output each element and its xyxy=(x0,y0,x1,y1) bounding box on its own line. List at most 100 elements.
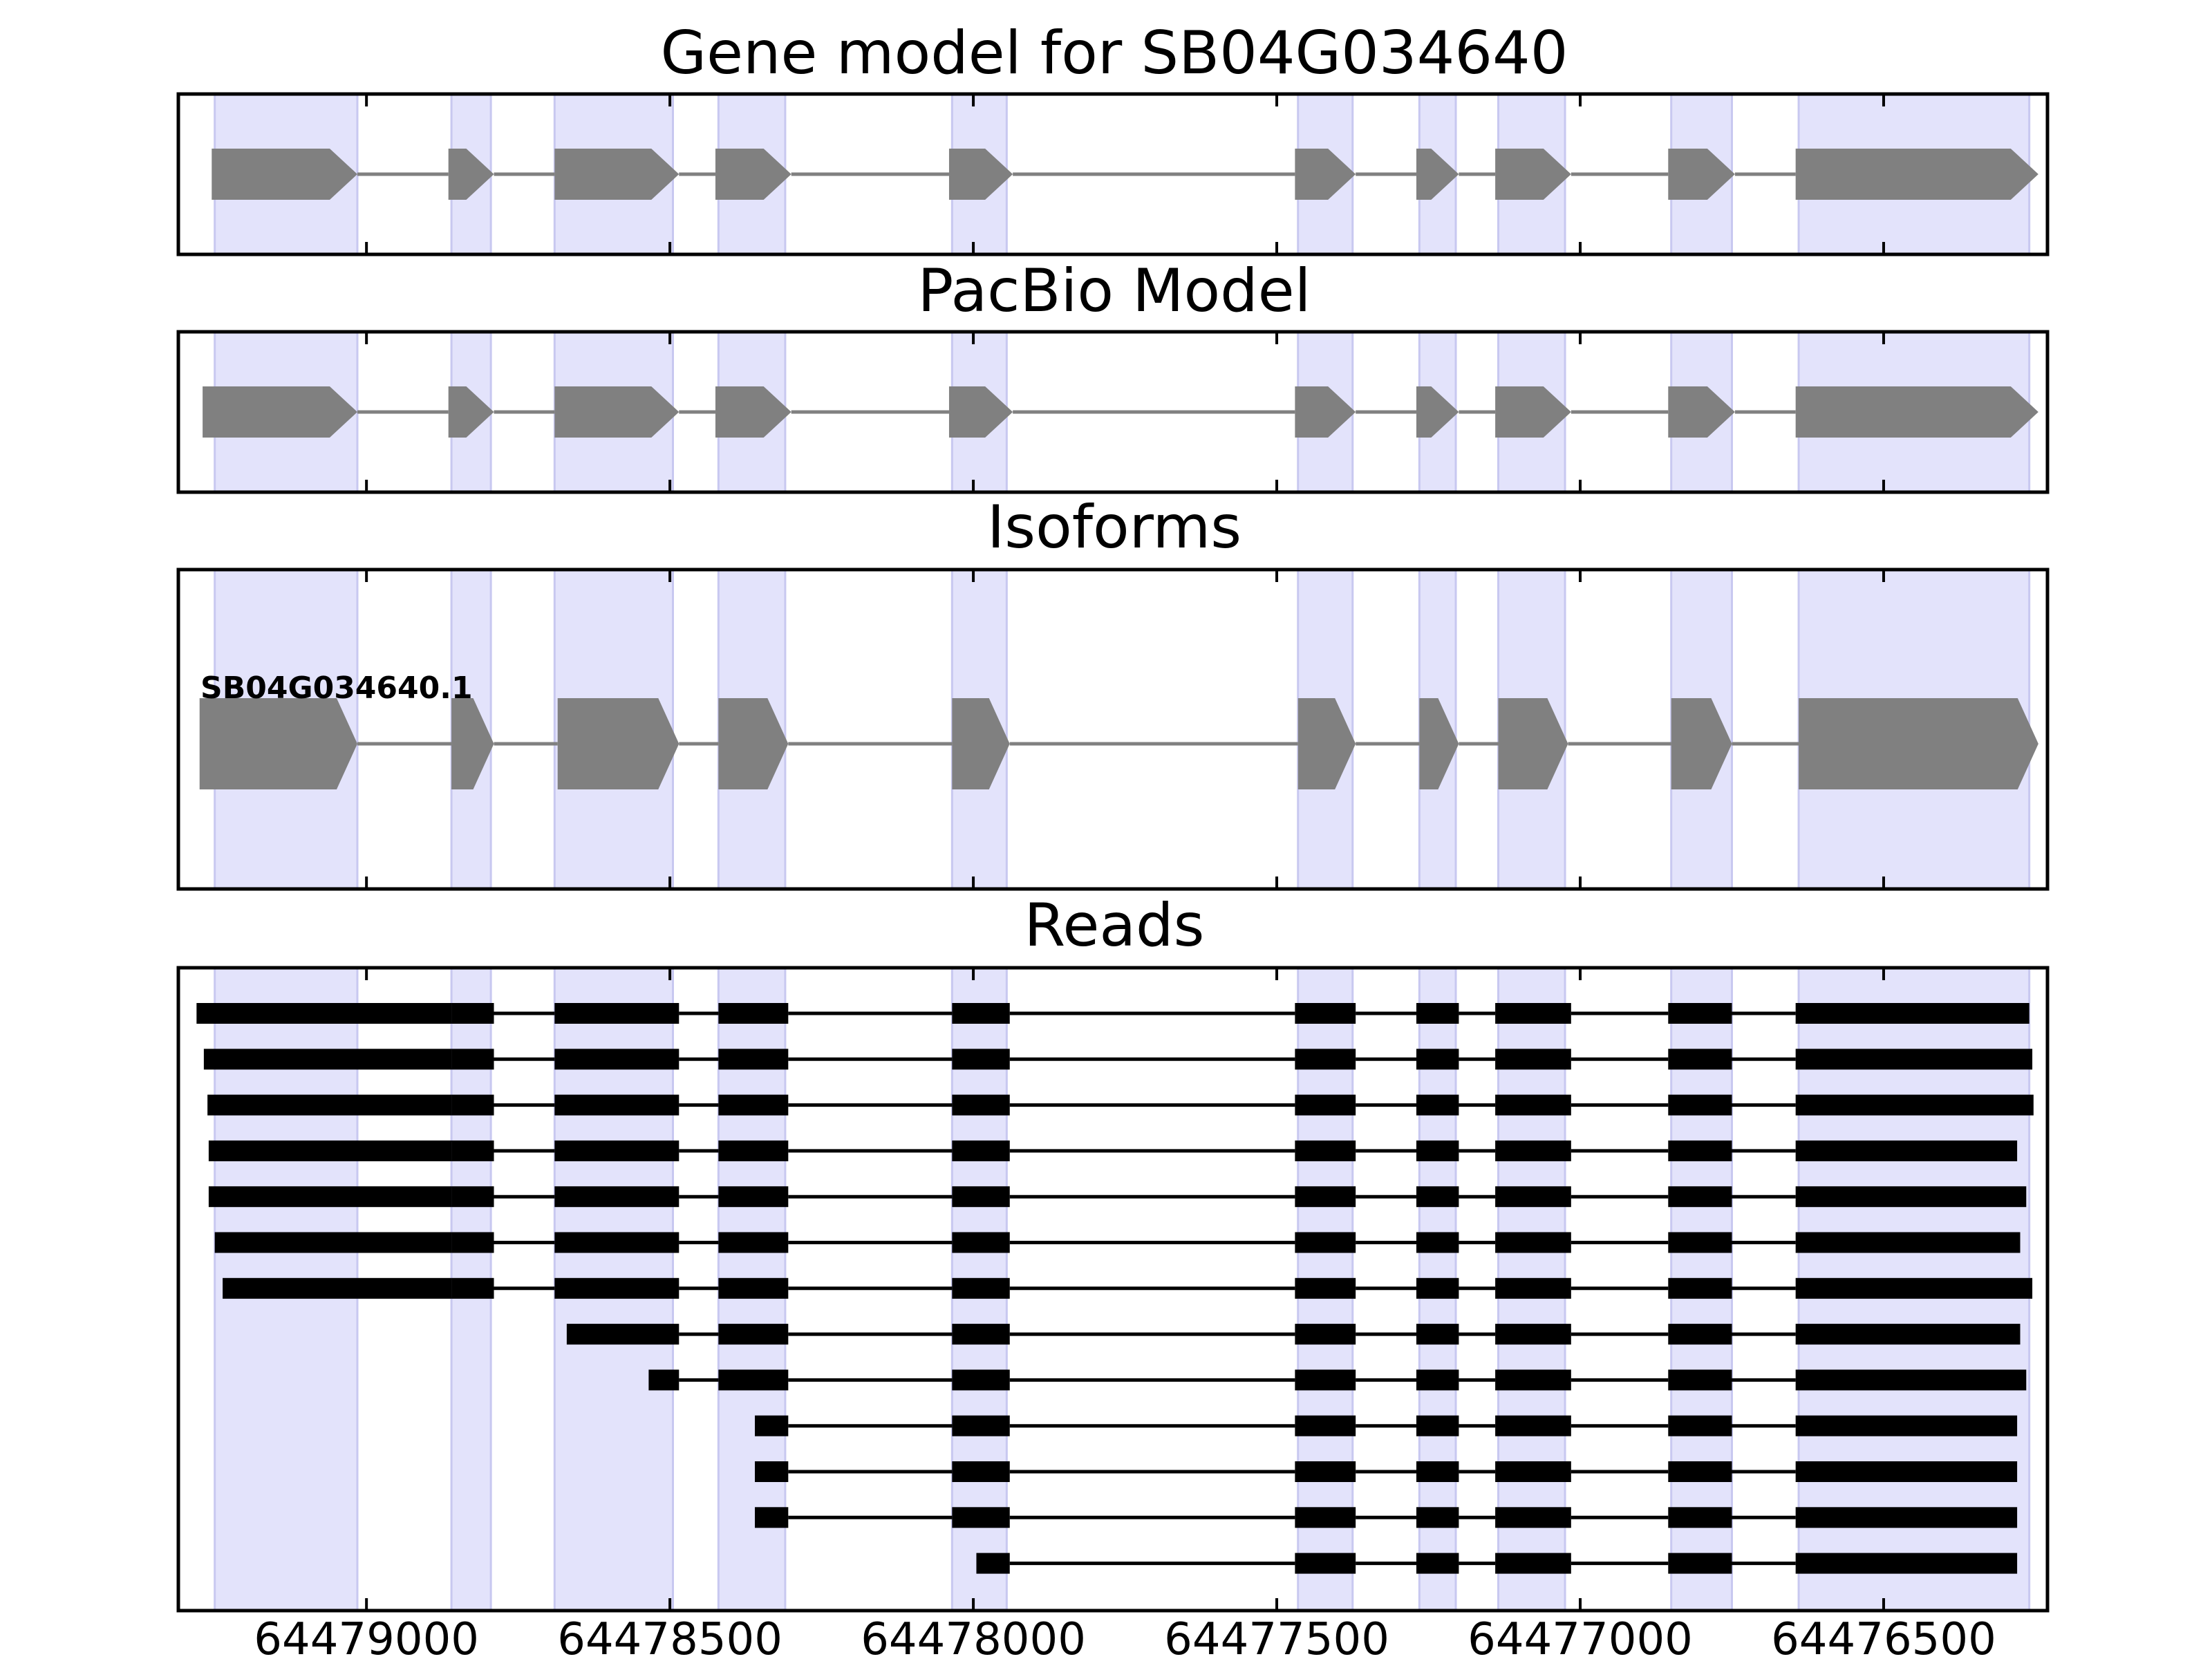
read-exon-block xyxy=(1295,1094,1356,1116)
read-exon-block xyxy=(1416,1461,1459,1482)
read-exon-block xyxy=(952,1232,1010,1253)
read-exon-block xyxy=(952,1186,1010,1208)
read-exon-block xyxy=(1668,1140,1732,1161)
read-exon-block xyxy=(1495,1324,1571,1345)
read-exon-block xyxy=(208,1186,452,1208)
reads-panel xyxy=(176,966,2050,1613)
exon-block xyxy=(448,149,494,200)
read-exon-block xyxy=(1495,1003,1571,1024)
read-exon-block xyxy=(451,1140,494,1161)
read-exon-block xyxy=(718,1049,789,1070)
read-exon-block xyxy=(1668,1186,1732,1208)
read-exon-block xyxy=(718,1369,789,1391)
read-exon-block xyxy=(1668,1553,1732,1574)
read-exon-block xyxy=(952,1507,1010,1528)
read-exon-block xyxy=(196,1003,452,1024)
read-exon-block xyxy=(1416,1324,1459,1345)
read-exon-block xyxy=(1295,1186,1356,1208)
exon-block xyxy=(1295,386,1356,438)
panel-title-isoforms: Isoforms xyxy=(987,493,1241,562)
read-exon-block xyxy=(1495,1232,1571,1253)
read-exon-block xyxy=(214,1232,452,1253)
read-exon-block xyxy=(1295,1232,1356,1253)
read-exon-block xyxy=(1668,1232,1732,1253)
read-exon-block xyxy=(1795,1049,2033,1070)
read-exon-block xyxy=(1795,1553,2018,1574)
read-exon-block xyxy=(718,1003,789,1024)
read-exon-block xyxy=(451,1094,494,1116)
read-exon-block xyxy=(718,1277,789,1299)
read-exon-block xyxy=(1668,1461,1732,1482)
read-exon-block xyxy=(1668,1324,1732,1345)
read-exon-block xyxy=(1295,1003,1356,1024)
read-exon-block xyxy=(451,1186,494,1208)
isoforms-panel: SB04G034640.1 xyxy=(176,568,2050,891)
read-exon-block xyxy=(1416,1049,1459,1070)
read-exon-block xyxy=(718,1094,789,1116)
read-exon-block xyxy=(718,1324,789,1345)
read-exon-block xyxy=(1668,1094,1732,1116)
read-exon-block xyxy=(718,1186,789,1208)
read-exon-block xyxy=(554,1094,679,1116)
exon-block xyxy=(1416,386,1459,438)
exon-block xyxy=(1297,698,1356,789)
read-exon-block xyxy=(1416,1232,1459,1253)
exon-block xyxy=(554,149,679,200)
read-exon-block xyxy=(1495,1507,1571,1528)
read-exon-block xyxy=(1495,1461,1571,1482)
x-tick-label: 64479000 xyxy=(254,1614,479,1659)
read-exon-block xyxy=(1416,1003,1459,1024)
read-exon-block xyxy=(207,1094,452,1116)
read-exon-block xyxy=(1416,1186,1459,1208)
exon-block xyxy=(948,149,1013,200)
read-exon-block xyxy=(1295,1277,1356,1299)
exon-block xyxy=(557,698,679,789)
read-exon-block xyxy=(1495,1094,1571,1116)
read-exon-block xyxy=(1295,1049,1356,1070)
read-exon-block xyxy=(1668,1507,1732,1528)
read-exon-block xyxy=(451,1049,494,1070)
read-exon-block xyxy=(554,1232,679,1253)
read-exon-block xyxy=(1668,1369,1732,1391)
read-exon-block xyxy=(1795,1186,2027,1208)
exon-block xyxy=(715,149,791,200)
read-exon-block xyxy=(451,1003,494,1024)
exon-block xyxy=(554,386,679,438)
exon-block xyxy=(1495,149,1571,200)
x-tick-label: 64478500 xyxy=(557,1614,782,1659)
read-exon-block xyxy=(1795,1369,2027,1391)
panel-title-gene-model: Gene model for SB04G034640 xyxy=(661,19,1568,88)
read-exon-block xyxy=(554,1003,679,1024)
panel-title-reads: Reads xyxy=(1024,891,1205,960)
read-exon-block xyxy=(1416,1094,1459,1116)
read-exon-block xyxy=(1495,1186,1571,1208)
read-exon-block xyxy=(1295,1369,1356,1391)
pacbio-model-panel xyxy=(176,330,2050,494)
read-exon-block xyxy=(1416,1507,1459,1528)
read-exon-block xyxy=(1795,1277,2033,1299)
read-exon-block xyxy=(1295,1461,1356,1482)
exon-block xyxy=(715,386,791,438)
exon-block xyxy=(203,386,357,438)
read-exon-block xyxy=(1295,1324,1356,1345)
x-tick-label: 64477000 xyxy=(1468,1614,1693,1659)
read-exon-block xyxy=(718,1140,789,1161)
read-exon-block xyxy=(1668,1049,1732,1070)
read-exon-block xyxy=(1416,1415,1459,1436)
read-exon-block xyxy=(755,1415,789,1436)
read-exon-block xyxy=(1495,1415,1571,1436)
x-tick-label: 64476500 xyxy=(1771,1614,1996,1659)
gene-model-frame xyxy=(176,92,2050,256)
x-axis-tick-labels: 64479000 64478500 64478000 64477500 64477000… xyxy=(254,1614,1996,1659)
panel-title-pacbio-model: PacBio Model xyxy=(917,256,1311,326)
read-exon-block xyxy=(1495,1369,1571,1391)
read-exon-block xyxy=(755,1461,789,1482)
isoforms-frame xyxy=(176,568,2050,891)
read-exon-block xyxy=(1495,1277,1571,1299)
read-exon-block xyxy=(952,1324,1010,1345)
exon-block xyxy=(952,698,1010,789)
read-exon-block xyxy=(952,1003,1010,1024)
exon-block xyxy=(1795,386,2038,438)
exon-block xyxy=(199,698,357,789)
